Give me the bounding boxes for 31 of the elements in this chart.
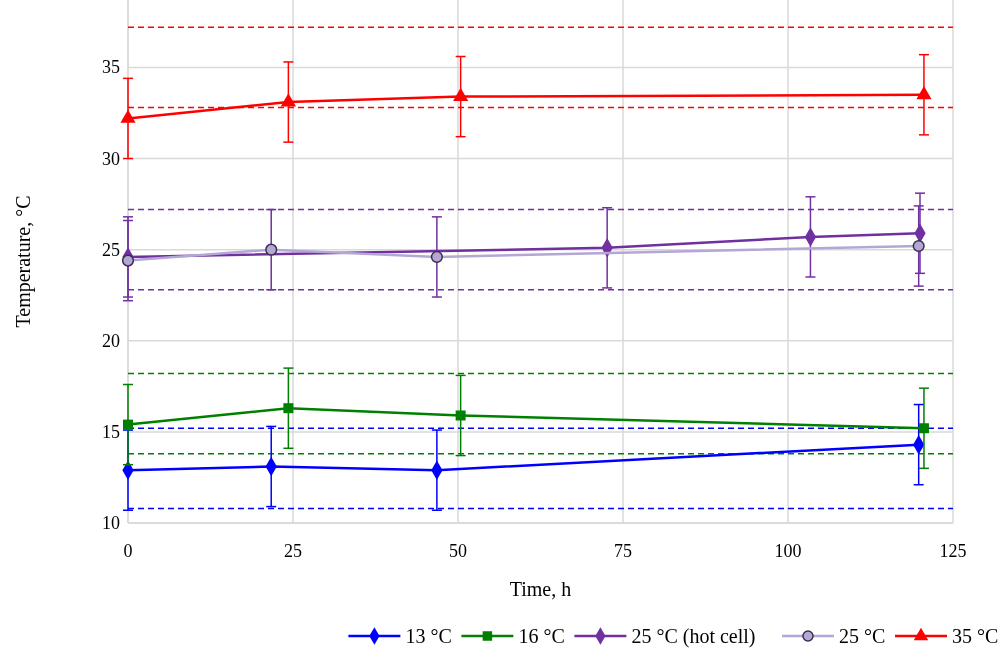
x-tick-label: 125 bbox=[939, 541, 967, 561]
legend-label: 25 °C (hot cell) bbox=[631, 625, 756, 648]
x-axis-title: Time, h bbox=[509, 578, 572, 600]
point bbox=[453, 87, 469, 101]
x-tick-label: 100 bbox=[774, 541, 802, 561]
point bbox=[120, 109, 136, 123]
legend-label: 13 °C bbox=[405, 625, 452, 647]
y-tick-label: 30 bbox=[102, 148, 120, 169]
y-tick-label: 15 bbox=[102, 421, 120, 442]
point bbox=[283, 403, 294, 414]
x-tick-label: 75 bbox=[614, 541, 632, 561]
y-tick-label: 20 bbox=[102, 330, 120, 351]
y-axis-title: Temperature, °C bbox=[12, 195, 35, 328]
x-tick-label: 25 bbox=[284, 541, 302, 561]
x-tick-label: 50 bbox=[449, 541, 467, 561]
y-tick-label: 25 bbox=[102, 239, 120, 260]
point bbox=[918, 423, 929, 434]
point bbox=[123, 419, 133, 430]
legend-label: 35 °C bbox=[952, 625, 999, 647]
legend-label: 16 °C bbox=[518, 625, 565, 647]
point bbox=[280, 93, 296, 107]
y-tick-label: 10 bbox=[102, 513, 120, 533]
point bbox=[430, 250, 443, 264]
point bbox=[455, 410, 466, 421]
point bbox=[121, 254, 135, 267]
point bbox=[265, 243, 278, 256]
y-tick-label: 35 bbox=[102, 57, 120, 78]
point bbox=[916, 85, 932, 100]
point bbox=[912, 239, 925, 253]
legend-label: 25 °C bbox=[839, 625, 886, 647]
x-tick-label: 0 bbox=[123, 541, 133, 561]
